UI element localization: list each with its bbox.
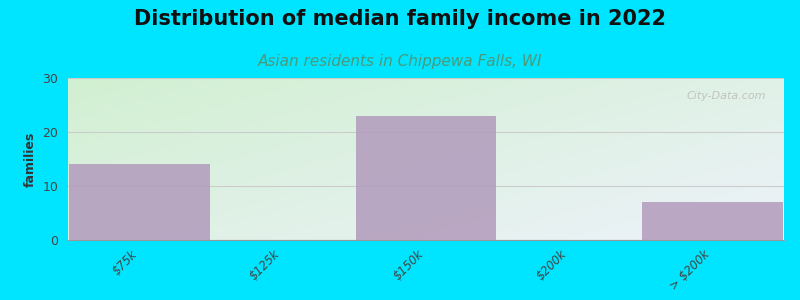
- Bar: [70, 164, 210, 240]
- Text: Distribution of median family income in 2022: Distribution of median family income in …: [134, 9, 666, 29]
- Y-axis label: families: families: [24, 131, 37, 187]
- Text: City-Data.com: City-Data.com: [686, 91, 766, 101]
- Bar: [356, 116, 496, 240]
- Bar: [642, 202, 782, 240]
- Text: Asian residents in Chippewa Falls, WI: Asian residents in Chippewa Falls, WI: [258, 54, 542, 69]
